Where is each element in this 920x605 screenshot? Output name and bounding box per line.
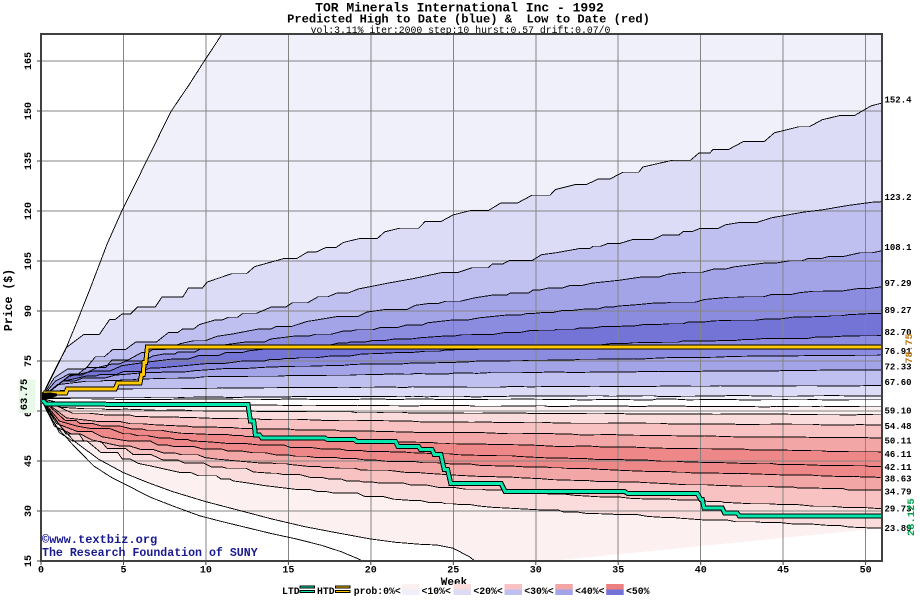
svg-text:120: 120 [24,202,35,220]
svg-text:<40%<: <40%< [575,586,605,597]
svg-text:5: 5 [120,566,126,577]
svg-text:<50%: <50% [626,586,650,597]
svg-text:150: 150 [24,102,35,120]
svg-text:10: 10 [200,566,212,577]
svg-text:Price ($): Price ($) [3,269,16,331]
svg-text:vol:3.11% iter:2000 step:10 hu: vol:3.11% iter:2000 step:10 hurst:0.57 d… [311,25,611,36]
svg-text:20: 20 [365,566,377,577]
svg-text:78.75: 78.75 [905,333,916,363]
svg-text:35: 35 [612,566,624,577]
svg-text:108.1: 108.1 [885,243,913,253]
svg-text:HTD: HTD [317,586,335,597]
svg-text:LTD: LTD [282,586,300,597]
svg-text:82.70: 82.70 [885,328,912,338]
svg-text:152.4: 152.4 [885,96,913,106]
svg-text:©www.textbiz.org: ©www.textbiz.org [42,533,157,547]
svg-text:105: 105 [24,252,35,270]
svg-text:34.79: 34.79 [885,488,912,498]
svg-text:54.48: 54.48 [885,422,912,432]
svg-text:0: 0 [38,566,44,577]
svg-text:165: 165 [24,52,35,70]
svg-text:75: 75 [24,355,35,367]
svg-text:76.91: 76.91 [885,347,913,357]
svg-text:67.60: 67.60 [885,378,912,388]
svg-text:28.125: 28.125 [906,498,918,536]
svg-text:<30%<: <30%< [524,586,554,597]
svg-text:97.29: 97.29 [885,279,912,289]
svg-text:TOR Minerals International Inc: TOR Minerals International Inc - 1992 [315,1,604,16]
svg-text:63.75: 63.75 [19,379,31,411]
svg-text:prob:0%<: prob:0%< [354,586,401,597]
svg-text:<20%<: <20%< [473,586,503,597]
svg-text:89.27: 89.27 [885,306,912,316]
svg-text:46.11: 46.11 [885,450,913,460]
svg-text:135: 135 [24,152,35,170]
svg-text:50: 50 [860,566,872,577]
svg-text:30: 30 [530,566,542,577]
svg-text:<10%<: <10%< [422,586,452,597]
svg-text:29.73: 29.73 [885,504,912,514]
svg-text:45: 45 [24,455,35,467]
svg-text:45: 45 [777,566,789,577]
svg-text:50.11: 50.11 [885,437,913,447]
svg-text:15: 15 [282,566,294,577]
svg-text:59.10: 59.10 [885,407,912,417]
svg-text:38.63: 38.63 [885,475,912,485]
svg-text:23.89: 23.89 [885,524,912,534]
svg-text:Predicted High to Date (blue): Predicted High to Date (blue) & Low to D… [287,13,650,27]
svg-text:30: 30 [24,505,35,517]
svg-text:90: 90 [24,305,35,317]
svg-text:123.2: 123.2 [885,193,912,203]
svg-text:15: 15 [24,555,35,567]
svg-text:The Research Foundation of SUN: The Research Foundation of SUNY [42,547,258,560]
svg-text:40: 40 [695,566,707,577]
svg-text:42.11: 42.11 [885,463,913,473]
svg-text:72.33: 72.33 [885,362,912,372]
svg-text:25: 25 [447,566,459,577]
